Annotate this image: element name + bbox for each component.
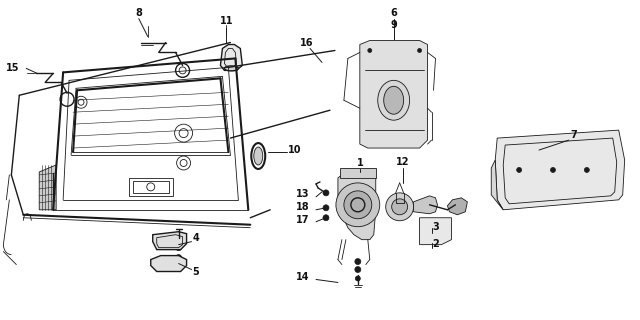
Polygon shape [447,198,467,215]
Ellipse shape [384,86,404,114]
Circle shape [175,237,182,243]
Text: 1: 1 [356,158,364,168]
Text: 15: 15 [6,63,19,73]
Circle shape [355,276,360,281]
Circle shape [355,267,361,273]
Circle shape [336,183,380,227]
Polygon shape [39,165,56,210]
Circle shape [516,167,522,172]
Polygon shape [360,41,428,148]
Circle shape [386,193,413,221]
Text: 17: 17 [296,215,310,225]
Circle shape [175,244,182,251]
Circle shape [417,49,422,52]
Bar [133,181,169,193]
Polygon shape [220,44,243,70]
Circle shape [175,255,182,260]
Bar [129,178,173,196]
Text: 2: 2 [432,239,439,249]
Ellipse shape [378,80,410,120]
Text: 3: 3 [432,222,439,232]
Ellipse shape [225,66,238,71]
Polygon shape [492,160,503,210]
Text: 10: 10 [289,145,302,155]
Circle shape [323,215,329,221]
Text: 8: 8 [135,8,142,18]
Polygon shape [153,232,187,250]
Ellipse shape [254,147,263,165]
Text: 5: 5 [192,267,199,276]
Text: 13: 13 [296,189,310,199]
Bar [340,168,376,178]
Circle shape [344,191,372,219]
Text: 7: 7 [570,130,577,140]
Polygon shape [151,256,187,271]
Text: 6: 6 [390,8,397,18]
Text: 18: 18 [296,202,310,212]
Polygon shape [413,196,438,214]
Circle shape [392,199,408,215]
Text: 14: 14 [296,273,310,283]
Circle shape [550,167,556,172]
Ellipse shape [252,143,265,169]
Polygon shape [338,172,376,240]
Circle shape [323,205,329,211]
Polygon shape [420,218,451,244]
Circle shape [584,167,589,172]
Text: 4: 4 [192,233,199,243]
Text: 16: 16 [300,37,314,47]
Text: 9: 9 [390,20,397,29]
Circle shape [323,190,329,196]
Circle shape [368,49,372,52]
Polygon shape [495,130,625,210]
Text: 11: 11 [220,16,233,26]
Circle shape [355,259,361,265]
Text: 12: 12 [396,157,410,167]
